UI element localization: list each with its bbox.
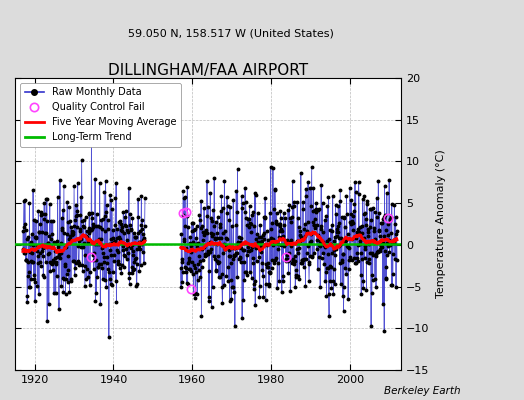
Y-axis label: Temperature Anomaly (°C): Temperature Anomaly (°C) [436,150,446,298]
Text: Berkeley Earth: Berkeley Earth [385,386,461,396]
Text: 59.050 N, 158.517 W (United States): 59.050 N, 158.517 W (United States) [128,28,333,38]
Title: DILLINGHAM/FAA AIRPORT: DILLINGHAM/FAA AIRPORT [108,63,308,78]
Legend: Raw Monthly Data, Quality Control Fail, Five Year Moving Average, Long-Term Tren: Raw Monthly Data, Quality Control Fail, … [20,83,181,147]
